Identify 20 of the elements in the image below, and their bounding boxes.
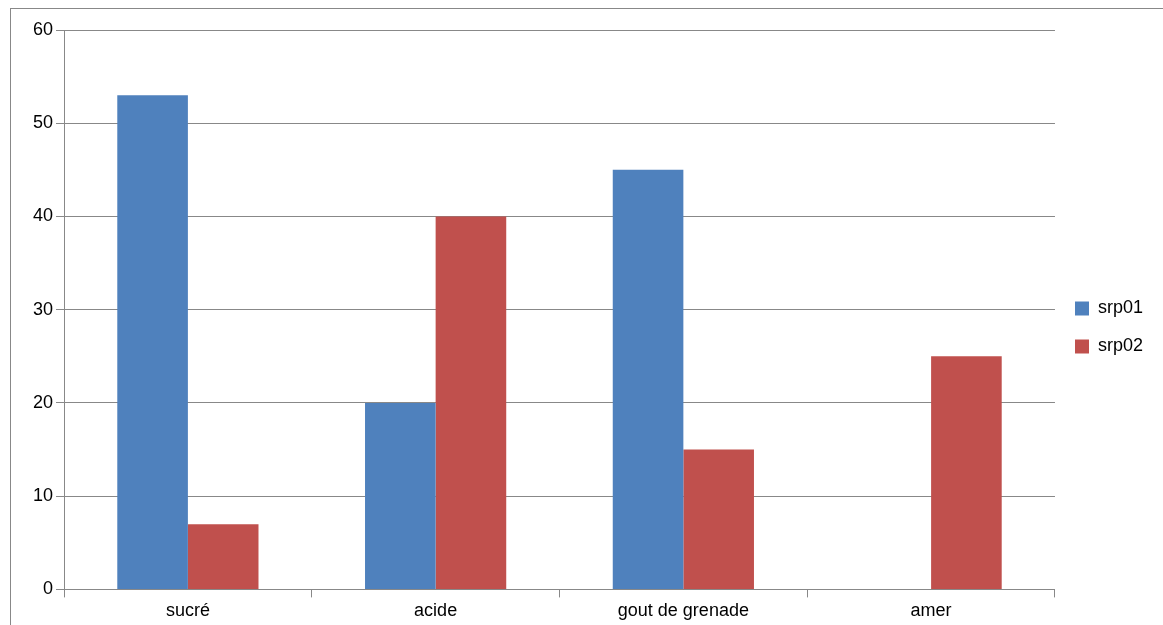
y-tick-label: 20	[32, 391, 54, 412]
bar	[365, 402, 436, 589]
legend-label: srp01	[1097, 297, 1143, 318]
y-tick-label: 50	[32, 112, 54, 133]
bar	[931, 356, 1002, 589]
x-tick-label: acide	[414, 600, 458, 621]
y-tick-label: 60	[32, 18, 54, 39]
legend-label: srp02	[1097, 335, 1143, 356]
bar	[683, 449, 754, 589]
bar	[187, 524, 259, 589]
y-tick-label: 0	[43, 578, 54, 599]
bar	[612, 169, 684, 589]
y-tick-label: 10	[32, 485, 54, 506]
bar	[435, 216, 507, 589]
y-tick-label: 40	[32, 205, 54, 226]
x-tick-label: sucré	[165, 600, 210, 621]
x-tick-label: amer	[910, 600, 952, 621]
bar	[117, 95, 188, 589]
y-tick-label: 30	[32, 298, 54, 319]
x-tick-label: gout de grenade	[617, 600, 749, 621]
